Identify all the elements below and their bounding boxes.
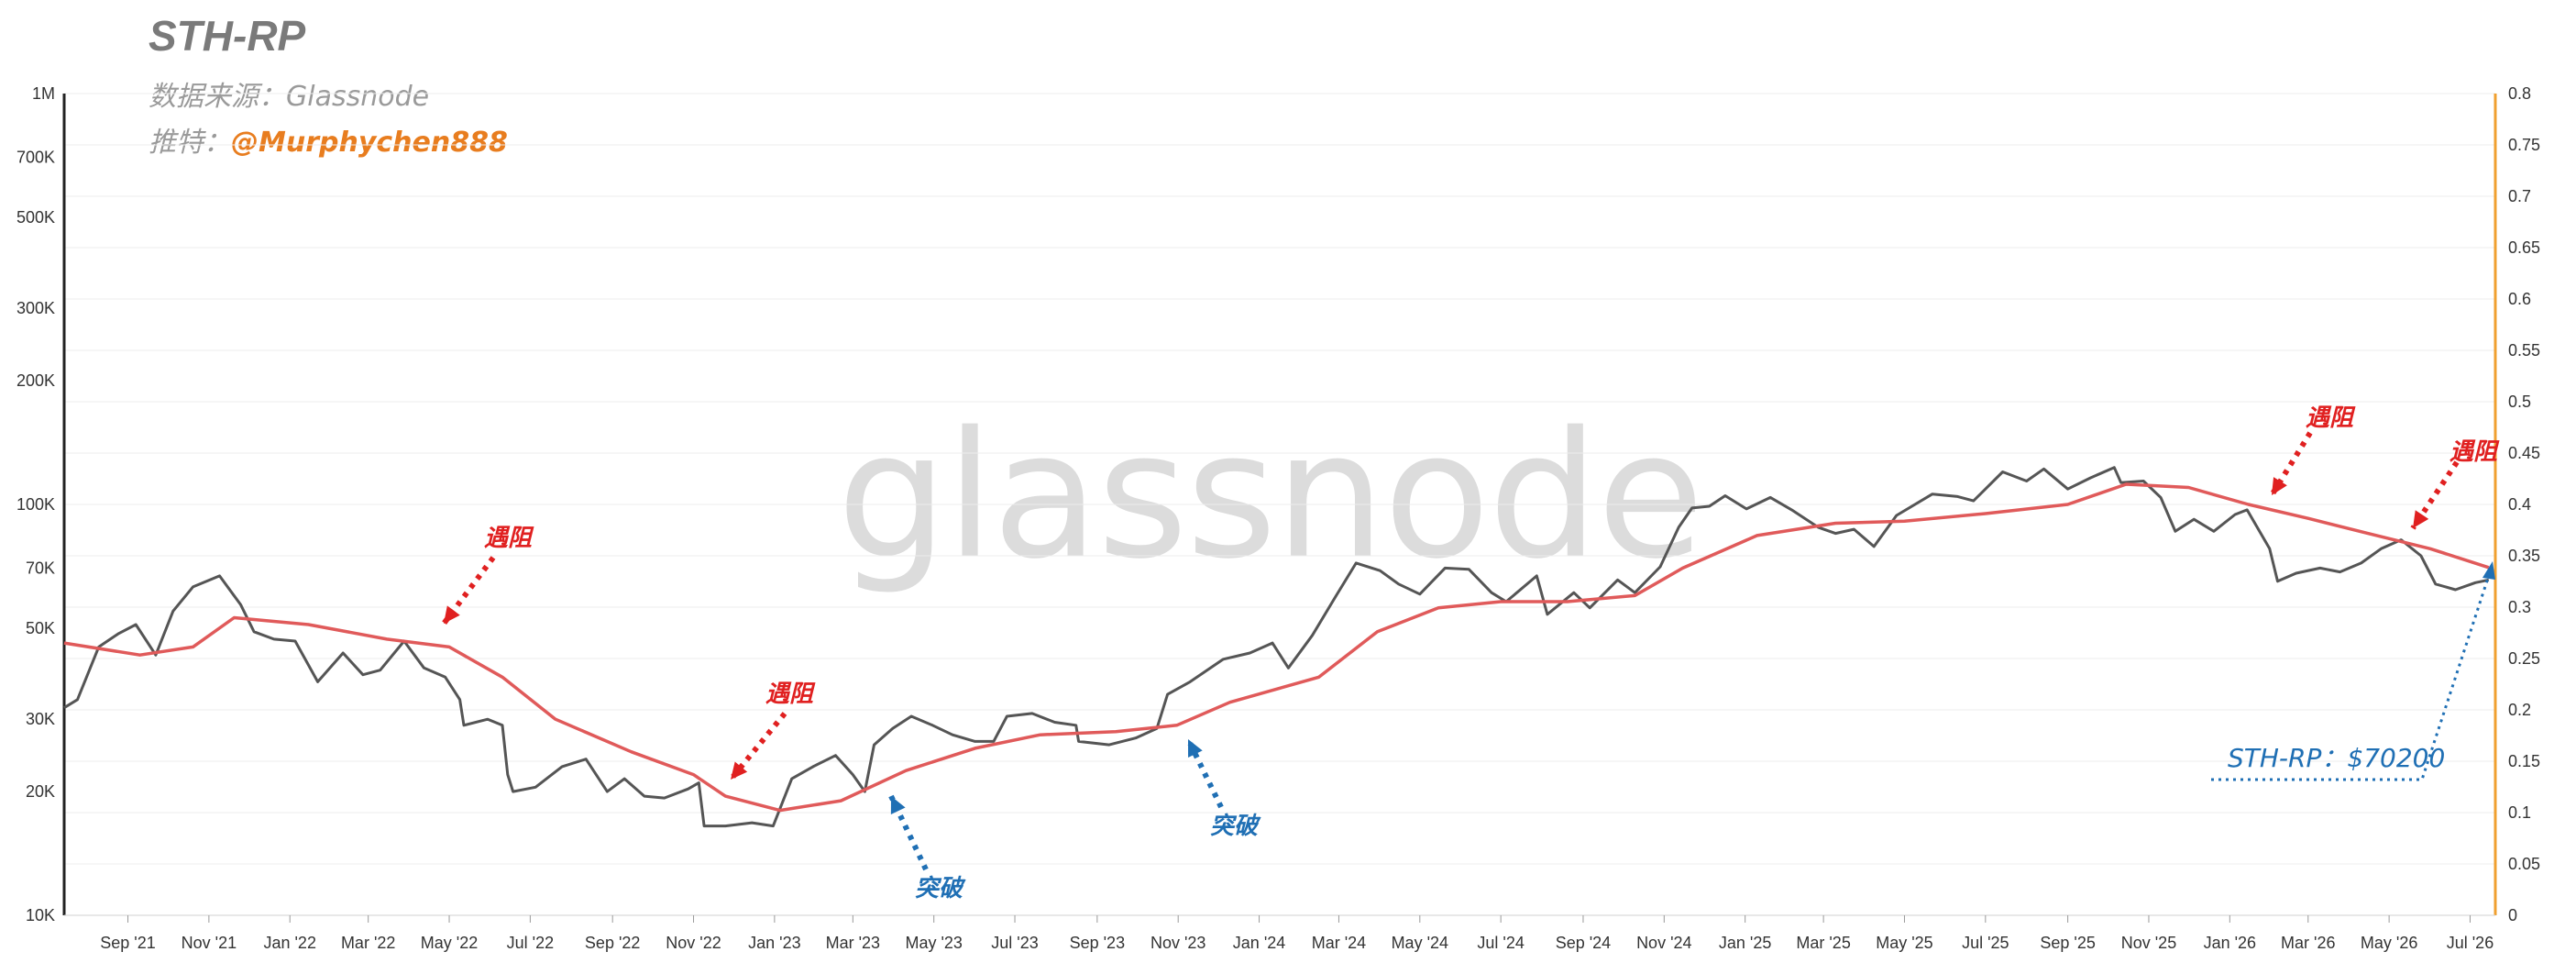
axes: 0 0.05 0.1 0.15 0.2 0.25 0.3 0.35 0.4 0.45 0.5 0.55…: [17, 84, 2540, 952]
right-axis-tick-label: 0.75: [2508, 136, 2540, 154]
sth-rp-connector-head: [2482, 561, 2495, 580]
right-axis-tick-label: 0.25: [2508, 649, 2540, 668]
breakout-arrow-2: [1185, 737, 1224, 809]
x-axis-tick-label: Sep '24: [1556, 934, 1612, 952]
resistance-arrow-2-head: [731, 761, 748, 780]
series-layer: [63, 466, 2490, 828]
right-axis-tick-label: 0.7: [2508, 187, 2531, 205]
right-axis-tick-label: 0.6: [2508, 290, 2531, 308]
right-axis-tick-label: 0.2: [2508, 701, 2531, 719]
right-axis-tick-label: 0.8: [2508, 84, 2531, 103]
breakout-arrow-1-head: [890, 796, 906, 814]
left-axis-tick-label: 1M: [32, 84, 55, 103]
x-axis-tick-label: Nov '24: [1636, 934, 1691, 952]
left-axis-tick-label: 200K: [17, 371, 55, 390]
x-axis-tick-label: Jan '26: [2204, 934, 2256, 952]
annotation-resistance-1: 遇阻: [484, 525, 533, 552]
x-axis-tick-label: May '25: [1876, 934, 1932, 952]
right-axis-tick-label: 0.4: [2508, 495, 2531, 514]
x-axis-tick-label: Jan '24: [1233, 934, 1285, 952]
left-axis-tick-label: 10K: [26, 906, 55, 924]
x-axis-tick-label: Nov '25: [2121, 934, 2176, 952]
x-axis-tick-label: Jul '26: [2447, 934, 2493, 952]
annotation-arrows: [441, 431, 2495, 871]
left-axis-tick-label: 50K: [26, 619, 55, 637]
sth-rp-line: [63, 482, 2490, 813]
x-axis-tick-label: Mar '25: [1796, 934, 1850, 952]
x-axis-tick-label: Sep '22: [585, 934, 641, 952]
left-axis-tick-label: 30K: [26, 710, 55, 728]
right-axis-tick-label: 0.3: [2508, 598, 2531, 616]
x-axis-tick-label: Jul '25: [1962, 934, 2009, 952]
left-axis-tick-label: 300K: [17, 299, 55, 317]
right-axis-tick-label: 0.1: [2508, 803, 2531, 822]
x-axis-tick-label: Nov '22: [666, 934, 721, 952]
annotation-breakout-1: 突破: [915, 875, 963, 902]
x-axis-tick-label: Mar '24: [1312, 934, 1366, 952]
annotation-resistance-4: 遇阻: [2449, 438, 2498, 466]
resistance-arrow-2: [728, 712, 787, 781]
x-axis-tick-label: Jan '25: [1719, 934, 1771, 952]
twitter-handle[interactable]: @Murphychen888: [231, 127, 508, 159]
left-axis-tick-label: 700K: [17, 148, 55, 166]
x-axis-tick-label: Sep '23: [1070, 934, 1126, 952]
right-axis-tick-label: 0.45: [2508, 444, 2540, 462]
data-source-line: 数据来源：Glassnode: [149, 73, 429, 114]
btc-price-line: [63, 466, 2490, 828]
data-source-label: 数据来源：: [149, 81, 286, 113]
x-axis-tick-label: Jul '22: [507, 934, 554, 952]
twitter-line: 推特：@Murphychen888: [149, 119, 508, 160]
right-axis-tick-label: 0: [2508, 906, 2517, 924]
right-axis-tick-label: 0.65: [2508, 238, 2540, 257]
twitter-label: 推特：: [149, 127, 231, 159]
left-axis-tick-label: 70K: [26, 559, 55, 577]
resistance-arrow-4-head: [2413, 510, 2429, 528]
sth-rp-connector: [2211, 566, 2493, 781]
x-axis-tick-label: Mar '26: [2281, 934, 2335, 952]
annotation-resistance-3: 遇阻: [2306, 404, 2354, 432]
right-axis-tick-label: 0.05: [2508, 855, 2540, 873]
annotation-breakout-2: 突破: [1210, 813, 1259, 840]
right-axis-tick-label: 0.55: [2508, 341, 2540, 360]
left-axis-tick-label: 100K: [17, 495, 55, 514]
annotation-resistance-2: 遇阻: [765, 681, 814, 708]
left-axis-tick-label: 500K: [17, 208, 55, 227]
x-axis-tick-label: Sep '21: [100, 934, 156, 952]
data-source-value: Glassnode: [286, 81, 430, 113]
x-axis-tick-label: Jan '23: [748, 934, 800, 952]
x-axis-tick-label: Jan '22: [263, 934, 315, 952]
x-axis-tick-label: Sep '25: [2040, 934, 2096, 952]
glassnode-watermark: glassnode: [837, 394, 1704, 597]
x-axis-tick-label: Jul '23: [991, 934, 1038, 952]
sth-rp-value-label: STH-RP：$70200: [2228, 743, 2446, 773]
right-axis-tick-label: 0.35: [2508, 547, 2540, 565]
resistance-arrow-3-head: [2272, 477, 2287, 495]
x-axis-tick-label: Jul '24: [1477, 934, 1524, 952]
x-axis-tick-label: May '26: [2361, 934, 2417, 952]
right-axis-tick-label: 0.5: [2508, 393, 2531, 411]
x-axis-tick-label: Mar '23: [826, 934, 880, 952]
resistance-arrow-1-head: [444, 605, 460, 624]
grid-lines: [64, 93, 2495, 916]
left-axis-tick-label: 20K: [26, 782, 55, 801]
chart-title: STH-RP: [149, 12, 306, 60]
breakout-arrow-2-head: [1188, 739, 1203, 758]
x-axis-tick-label: Nov '21: [182, 934, 237, 952]
x-axis-tick-label: May '23: [905, 934, 962, 952]
x-axis-tick-label: Mar '22: [341, 934, 395, 952]
x-axis-tick-label: May '24: [1392, 934, 1448, 952]
right-axis-tick-label: 0.15: [2508, 752, 2540, 770]
resistance-arrow-3: [2269, 431, 2313, 497]
x-axis-tick-label: Nov '23: [1150, 934, 1205, 952]
x-axis-tick-label: May '22: [421, 934, 478, 952]
